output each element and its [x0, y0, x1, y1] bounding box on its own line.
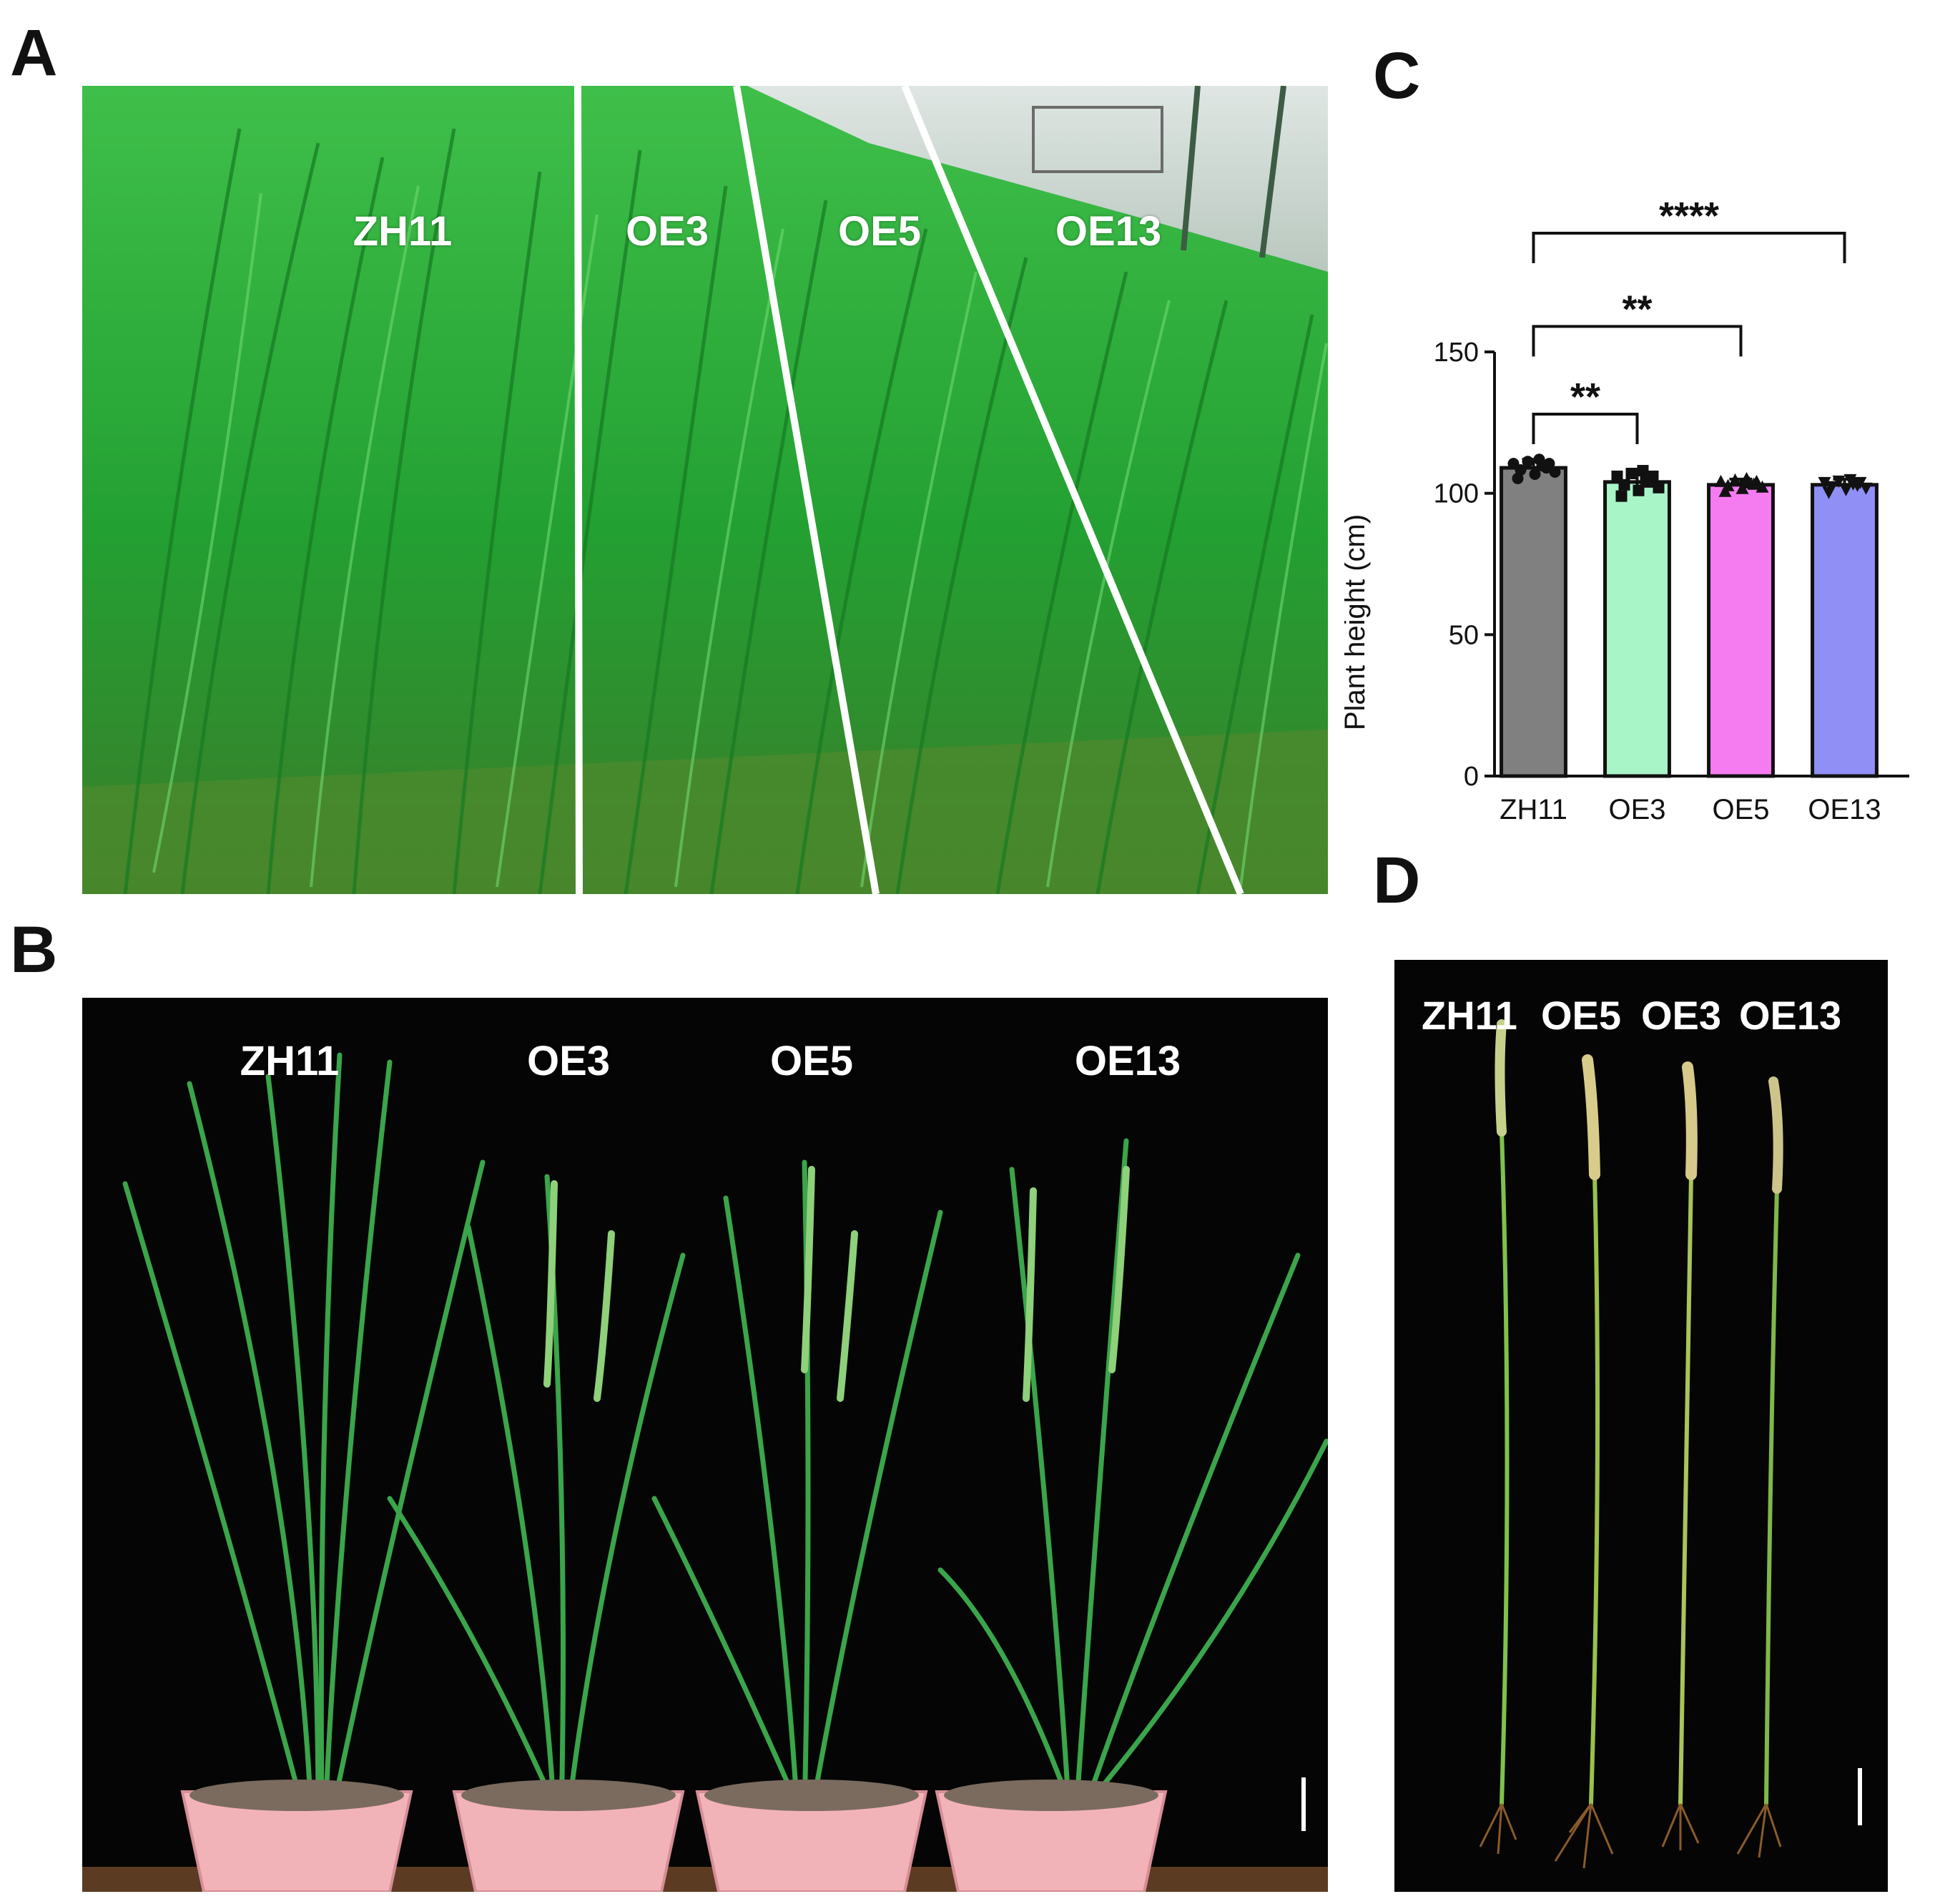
data-point — [1529, 468, 1541, 480]
data-point — [1714, 474, 1728, 487]
potted-plants-photo: ZH11 OE3 OE5 OE13 — [82, 998, 1328, 1892]
significance-brackets: ******** — [1532, 195, 1846, 444]
significance-label: ** — [1570, 376, 1600, 418]
panel-letter-a: A — [10, 16, 58, 89]
data-point — [1644, 476, 1656, 488]
scale-bar — [1858, 1768, 1862, 1825]
data-point — [1735, 481, 1749, 494]
data-point — [1549, 466, 1561, 479]
data-point — [1747, 477, 1761, 490]
field-label-oe3: OE3 — [625, 208, 709, 255]
significance-label: **** — [1659, 195, 1719, 237]
field-label-oe13: OE13 — [1055, 208, 1162, 255]
scale-bar — [1301, 1777, 1306, 1831]
bar-zh11 — [1500, 466, 1567, 778]
divider-line — [901, 86, 1244, 894]
y-tick-label: 50 — [1449, 620, 1479, 650]
stem-label-oe5: OE5 — [1541, 993, 1622, 1038]
data-point — [1618, 479, 1630, 491]
x-tick-label: OE3 — [1608, 794, 1665, 825]
data-point — [1540, 462, 1552, 474]
data-point — [1512, 472, 1524, 484]
significance-label: ** — [1622, 288, 1652, 330]
stem-label-zh11: ZH11 — [1422, 993, 1517, 1038]
data-point — [1633, 484, 1645, 496]
panel-letter-c: C — [1373, 39, 1421, 112]
data-point — [1839, 484, 1853, 496]
field-photo: ZH11 OE3 OE5 OE13 — [82, 86, 1328, 894]
significance-bracket — [1532, 325, 1743, 357]
data-point — [1637, 465, 1649, 477]
x-tick-label: OE5 — [1712, 794, 1769, 825]
data-point — [1522, 456, 1534, 468]
chart-bars — [1500, 458, 1879, 778]
data-point — [1625, 467, 1638, 479]
panel-letter-d: D — [1373, 844, 1421, 917]
data-point — [1851, 479, 1864, 492]
data-point — [1740, 471, 1753, 484]
field-photo-drawing — [82, 86, 1328, 894]
bar-oe3 — [1603, 480, 1671, 778]
y-tick-label: 150 — [1434, 338, 1479, 368]
pot-label-zh11: ZH11 — [240, 1038, 340, 1084]
x-tick-label: OE13 — [1808, 794, 1881, 825]
data-point — [1843, 473, 1857, 486]
divider-line — [733, 86, 880, 894]
panel-letter-b: B — [10, 913, 58, 986]
data-point — [1533, 453, 1545, 466]
divider-line — [574, 86, 583, 894]
data-point — [1818, 476, 1831, 489]
data-point — [1832, 475, 1846, 488]
data-point — [1822, 486, 1836, 499]
significance-bracket — [1532, 412, 1639, 444]
significance-bracket — [1532, 231, 1846, 263]
data-point — [1718, 484, 1732, 497]
data-point — [1859, 482, 1873, 495]
pot-label-oe13: OE13 — [1074, 1038, 1181, 1084]
y-tick-label: 0 — [1464, 762, 1479, 792]
x-tick-label: ZH11 — [1500, 794, 1567, 825]
field-label-zh11: ZH11 — [353, 208, 453, 255]
data-point — [1615, 490, 1628, 502]
y-axis-label: Plant height (cm) — [1344, 514, 1371, 730]
stem-label-oe3: OE3 — [1641, 993, 1722, 1038]
stem-photo-drawing — [1394, 960, 1888, 1892]
potted-plants-drawing — [82, 998, 1328, 1892]
stem-photo: ZH11 OE5 OE3 OE13 — [1394, 960, 1888, 1892]
pot-label-oe3: OE3 — [526, 1038, 611, 1084]
bar-oe13 — [1811, 483, 1879, 778]
pot-label-oe5: OE5 — [769, 1038, 854, 1084]
chart-points — [1507, 453, 1873, 502]
y-tick-label: 100 — [1434, 479, 1479, 509]
data-point — [1728, 473, 1742, 486]
field-label-oe5: OE5 — [837, 208, 922, 255]
stem-label-oe13: OE13 — [1739, 993, 1842, 1038]
bar-oe5 — [1707, 483, 1775, 778]
